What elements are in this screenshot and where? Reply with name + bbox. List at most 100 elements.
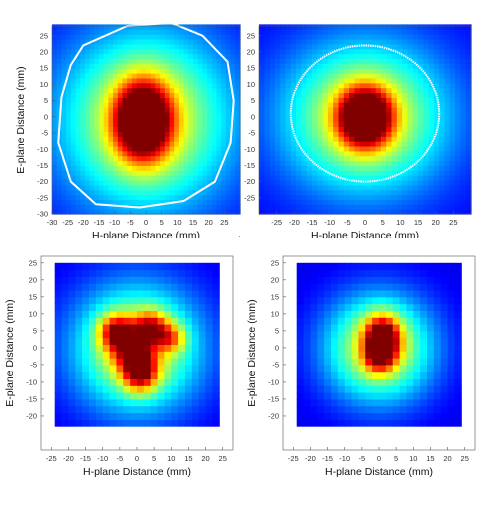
heatmap-cell — [188, 126, 194, 132]
heatmap-cell — [230, 29, 236, 35]
heatmap-cell — [327, 160, 334, 166]
heatmap-cell — [365, 351, 373, 359]
heatmap-cell — [306, 43, 313, 50]
heatmap-cell — [211, 150, 218, 157]
heatmap-cell — [322, 155, 329, 162]
heatmap-cell — [343, 58, 350, 64]
heatmap-cell — [127, 155, 133, 162]
heatmap-cell — [306, 160, 313, 166]
heatmap-cell — [418, 102, 424, 108]
heatmap-cell — [52, 136, 58, 142]
heatmap-cell — [303, 405, 311, 414]
heatmap-cell — [205, 290, 213, 298]
heatmap-cell — [221, 165, 227, 171]
heatmap-cell — [460, 141, 467, 147]
heatmap-cell — [310, 364, 318, 373]
heatmap-cell — [274, 87, 281, 94]
heatmap-cell — [428, 150, 435, 157]
heatmap-cell — [137, 324, 145, 332]
heatmap-cell — [52, 34, 58, 40]
heatmap-cell — [337, 392, 346, 400]
heatmap-cell — [141, 184, 147, 191]
heatmap-cell — [150, 371, 159, 380]
heatmap-cell — [61, 194, 67, 201]
heatmap-cell — [423, 102, 430, 108]
heatmap-cell — [122, 53, 128, 60]
heatmap-cell — [354, 131, 361, 137]
heatmap-cell — [372, 324, 380, 332]
heatmap-cell — [439, 170, 446, 176]
heatmap-cell — [428, 194, 435, 201]
y-tick-label: -20 — [268, 412, 279, 421]
heatmap-cell — [351, 412, 359, 420]
heatmap-cell — [317, 77, 324, 84]
heatmap-cell — [169, 53, 175, 60]
heatmap-cell — [174, 194, 180, 201]
heatmap-cell — [285, 126, 292, 132]
heatmap-cell — [117, 68, 124, 74]
heatmap-cell — [235, 58, 241, 64]
heatmap-cell — [80, 141, 86, 147]
heatmap-cell — [354, 53, 361, 60]
heatmap-cell — [391, 209, 398, 215]
heatmap-cell — [269, 189, 276, 196]
heatmap-cell — [230, 175, 236, 181]
heatmap-cell — [150, 283, 159, 291]
heatmap-cell — [380, 184, 387, 191]
heatmap-cell — [427, 364, 435, 373]
heatmap-cell — [183, 38, 189, 45]
y-tick-label: 10 — [271, 309, 279, 318]
heatmap-cell — [406, 378, 414, 386]
heatmap-cell — [103, 170, 109, 176]
heatmap-cell — [331, 317, 339, 325]
heatmap-cell — [264, 189, 271, 196]
heatmap-cell — [99, 131, 105, 137]
heatmap-cell — [136, 97, 142, 103]
heatmap-cell — [433, 303, 442, 311]
heatmap-cell — [75, 97, 81, 103]
heatmap-cell — [274, 73, 281, 79]
heatmap-cell — [216, 189, 222, 196]
heatmap-cell — [290, 160, 297, 166]
heatmap-cell — [385, 344, 394, 352]
heatmap-cell — [75, 189, 81, 196]
heatmap-cell — [178, 141, 185, 147]
heatmap-cell — [354, 141, 361, 147]
heatmap-cell — [123, 330, 131, 339]
y-tick-label: 0 — [44, 112, 48, 121]
heatmap-cell — [439, 136, 446, 142]
heatmap-cell — [439, 53, 446, 60]
heatmap-cell — [259, 165, 265, 171]
heatmap-cell — [402, 175, 408, 181]
heatmap-cell — [225, 34, 232, 40]
heatmap-cell — [280, 165, 287, 171]
heatmap-cell — [433, 392, 442, 400]
heatmap-cell — [84, 131, 91, 137]
heatmap-cell — [122, 58, 128, 64]
heatmap-cell — [94, 102, 100, 108]
heatmap-cell — [331, 269, 339, 277]
heatmap-cell — [455, 170, 461, 176]
heatmap-cell — [108, 199, 114, 205]
heatmap-cell — [225, 107, 232, 113]
x-tick-label: 25 — [220, 218, 228, 227]
heatmap-cell — [428, 29, 435, 35]
heatmap-cell — [117, 170, 124, 176]
heatmap-cell — [343, 199, 350, 205]
heatmap-cell — [82, 358, 90, 366]
heatmap-cell — [344, 344, 353, 352]
heatmap-cell — [413, 317, 421, 325]
heatmap-cell — [420, 330, 428, 339]
heatmap-cell — [178, 170, 185, 176]
heatmap-cell — [322, 111, 329, 118]
heatmap-cell — [306, 29, 313, 35]
heatmap-cell — [296, 34, 302, 40]
heatmap-cell — [354, 92, 361, 98]
heatmap-cell — [157, 283, 165, 291]
heatmap-cell — [402, 107, 408, 113]
heatmap-cell — [70, 77, 77, 84]
heatmap-cell — [150, 126, 156, 132]
heatmap-cell — [465, 126, 472, 132]
heatmap-cell — [312, 150, 318, 157]
heatmap-cell — [155, 24, 161, 30]
